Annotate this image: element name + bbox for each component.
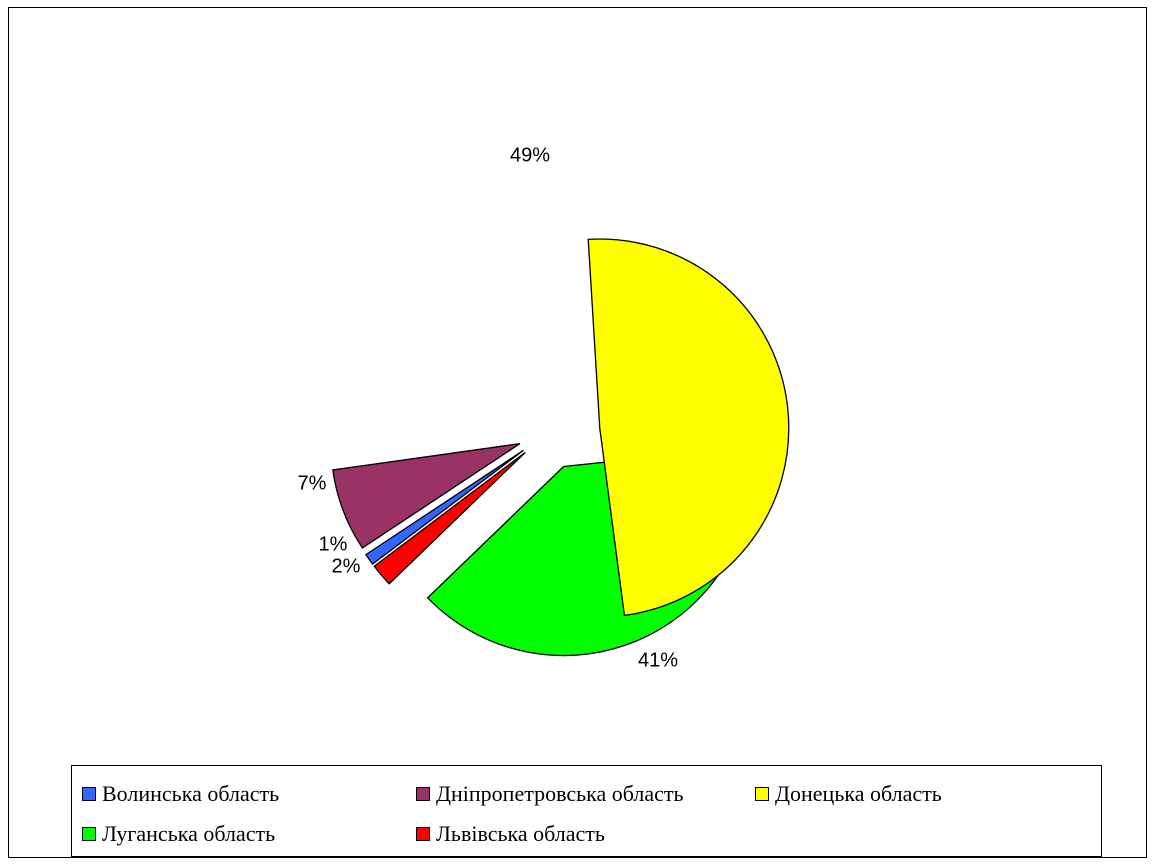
legend-swatch-donetsk <box>755 787 769 801</box>
legend-swatch-luhansk <box>82 827 96 841</box>
legend-item-volyn: Волинська область <box>82 781 279 807</box>
pie-slices <box>332 238 790 657</box>
pie-labels: 1% 7% 49% 41% 2% <box>298 144 679 671</box>
legend-label-donetsk: Донецька область <box>775 781 942 806</box>
chart-frame <box>8 7 1147 858</box>
pie-label-dnipro: 7% <box>298 472 327 494</box>
legend-label-luhansk: Луганська область <box>102 821 276 846</box>
legend-swatch-lviv <box>416 827 430 841</box>
pie-label-volyn: 1% <box>319 533 348 555</box>
legend-item-dnipro: Дніпропетровська область <box>416 781 684 807</box>
pie-slice-lviv <box>373 451 526 585</box>
pie-slice-donetsk <box>587 238 790 617</box>
legend-swatch-volyn <box>82 787 96 801</box>
pie-label-lviv: 2% <box>332 555 361 577</box>
legend: Волинська область Дніпропетровська облас… <box>71 765 1102 857</box>
pie-label-luhansk: 41% <box>638 649 678 671</box>
legend-label-lviv: Львівська область <box>436 821 605 846</box>
pie-slice-dnipro <box>332 442 521 549</box>
legend-item-lviv: Львівська область <box>416 821 605 847</box>
legend-item-luhansk: Луганська область <box>82 821 275 847</box>
legend-swatch-dnipro <box>416 787 430 801</box>
legend-item-donetsk: Донецька область <box>755 781 942 807</box>
pie-slice-volyn <box>364 449 524 565</box>
legend-label-dnipro: Дніпропетровська область <box>436 781 684 806</box>
legend-label-volyn: Волинська область <box>102 781 280 806</box>
pie-label-donetsk: 49% <box>510 144 550 166</box>
